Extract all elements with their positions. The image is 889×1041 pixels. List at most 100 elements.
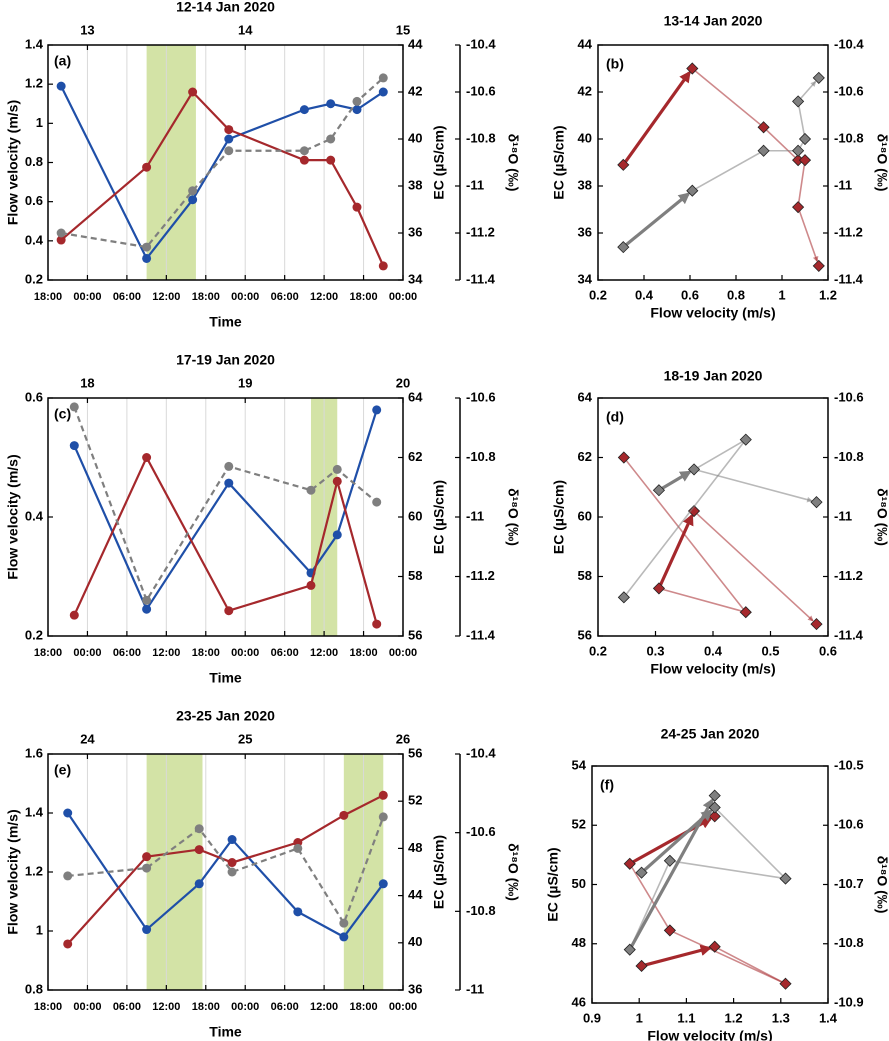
chart-title: 24-25 Jan 2020 xyxy=(661,726,760,742)
y-tick-label: 60 xyxy=(578,508,592,523)
top-tick-label: 14 xyxy=(238,22,253,37)
y2-tick-label: -10.6 xyxy=(834,389,864,404)
data-point xyxy=(332,476,342,486)
y-tick-label: 0.2 xyxy=(25,271,43,286)
data-point xyxy=(378,812,388,822)
data-point xyxy=(227,835,237,845)
panel-label: (a) xyxy=(54,53,71,69)
series-line xyxy=(73,455,378,625)
trajectory xyxy=(629,863,671,931)
series-line xyxy=(67,816,385,926)
data-point xyxy=(293,907,303,917)
trajectory-highlight xyxy=(657,513,694,590)
top-tick-label: 26 xyxy=(396,731,410,746)
y2-tick-label: -11.4 xyxy=(834,271,864,286)
axis-title: δ¹⁸O (‰) xyxy=(505,843,521,901)
x-tick-label: 06:00 xyxy=(113,1001,141,1013)
axis-title: Flow velocity (m/s) xyxy=(5,100,21,225)
axis-title: EC (µS/cm) xyxy=(551,480,567,554)
axis-title: δ¹⁸O (‰) xyxy=(505,134,521,192)
data-point xyxy=(63,939,73,949)
data-point xyxy=(378,87,388,97)
y-tick-label: 56 xyxy=(578,627,592,642)
data-point xyxy=(326,155,336,165)
x-tick-label: 00:00 xyxy=(389,1001,417,1013)
data-point xyxy=(56,235,66,245)
data-point xyxy=(227,867,237,877)
data-point xyxy=(792,95,805,108)
x-tick-label: 12:00 xyxy=(152,1001,180,1013)
data-point xyxy=(757,121,770,134)
plot-frame xyxy=(597,397,829,637)
x-tick-label: 06:00 xyxy=(271,647,299,659)
plot-frame xyxy=(47,44,404,281)
x-tick-label: 1.4 xyxy=(819,1010,838,1025)
x-tick-label: 12:00 xyxy=(152,291,180,303)
axis-title: EC (µS/cm) xyxy=(431,835,447,909)
data-point xyxy=(339,932,349,942)
data-point xyxy=(69,441,79,451)
data-point xyxy=(224,146,234,156)
series-line xyxy=(60,90,385,267)
y-tick-label: 52 xyxy=(572,817,586,832)
y-tick-label: 64 xyxy=(578,389,593,404)
x-tick-label: 06:00 xyxy=(271,1001,299,1013)
data-point xyxy=(332,464,342,474)
data-point xyxy=(142,242,152,252)
y-tick-label: 0.6 xyxy=(25,193,43,208)
x-tick-label: 0.5 xyxy=(761,643,779,658)
data-point xyxy=(306,580,316,590)
axis-title: δ¹⁸O (‰) xyxy=(874,134,889,192)
y3-tick-label: -11 xyxy=(466,981,484,996)
trajectory xyxy=(691,67,765,128)
data-point xyxy=(617,451,630,464)
series-line xyxy=(60,85,384,261)
y2-tick-label: 44 xyxy=(408,887,423,902)
x-tick-label: 18:00 xyxy=(192,291,220,303)
data-point xyxy=(224,461,234,471)
y3-tick-label: -10.6 xyxy=(466,824,496,839)
x-tick-label: 0.2 xyxy=(589,643,607,658)
data-point xyxy=(224,606,234,616)
x-tick-label: 1.3 xyxy=(772,1010,790,1025)
top-tick-label: 19 xyxy=(238,375,252,390)
y2-tick-label: 42 xyxy=(408,83,422,98)
y2-tick-label: 48 xyxy=(408,840,422,855)
trajectory xyxy=(797,80,817,102)
y2-tick-label: -10.4 xyxy=(834,36,864,51)
y2-tick-label: -10.6 xyxy=(834,817,864,832)
x-axis-title: Time xyxy=(209,314,242,330)
data-point xyxy=(372,405,382,415)
x-axis-title: Time xyxy=(209,670,242,686)
data-point xyxy=(739,433,752,446)
y2-tick-label: 40 xyxy=(408,934,422,949)
y3-tick-label: -10.4 xyxy=(466,745,496,760)
x-axis-title: Time xyxy=(209,1024,242,1040)
y-tick-label: 48 xyxy=(572,935,586,950)
y-tick-label: 36 xyxy=(578,224,592,239)
data-point xyxy=(378,790,388,800)
x-tick-label: 00:00 xyxy=(231,1001,259,1013)
series-line xyxy=(66,794,384,945)
x-tick-label: 18:00 xyxy=(34,1001,62,1013)
data-point xyxy=(188,186,198,196)
x-tick-label: 06:00 xyxy=(271,291,299,303)
data-point xyxy=(299,155,309,165)
data-point xyxy=(810,618,823,631)
data-point xyxy=(56,81,66,91)
data-point xyxy=(339,918,349,928)
data-point xyxy=(63,871,73,881)
y-tick-label: 38 xyxy=(578,177,592,192)
x-tick-label: 00:00 xyxy=(231,291,259,303)
data-point xyxy=(378,73,388,83)
y2-tick-label: -10.8 xyxy=(834,935,864,950)
data-point xyxy=(372,497,382,507)
y3-tick-label: -10.8 xyxy=(466,130,496,145)
panel-label: (f) xyxy=(600,777,614,793)
x-tick-label: 1.2 xyxy=(819,287,837,302)
trajectory xyxy=(691,150,764,192)
data-point xyxy=(798,154,812,167)
trajectory xyxy=(669,929,786,985)
data-point xyxy=(69,402,79,412)
data-point xyxy=(352,105,362,115)
